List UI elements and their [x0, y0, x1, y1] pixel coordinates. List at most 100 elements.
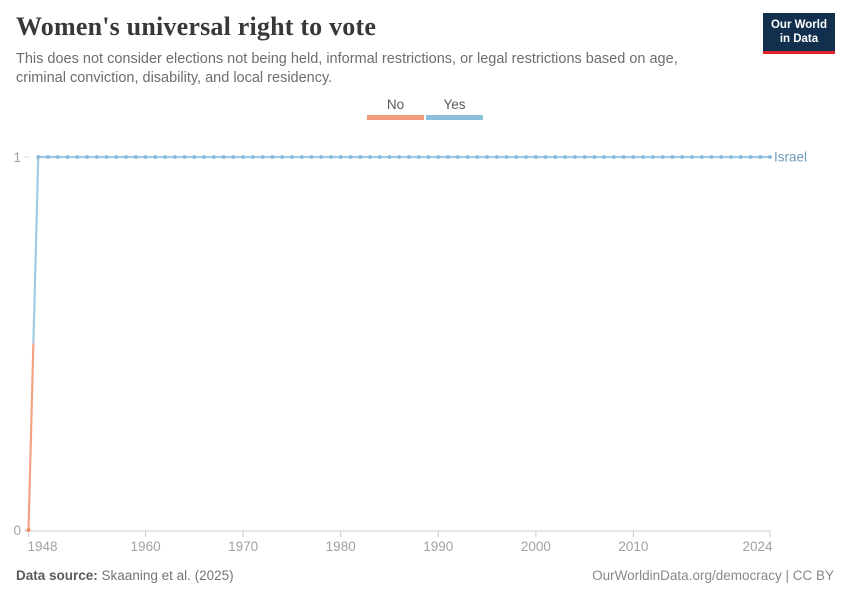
data-marker-yes[interactable] [75, 155, 80, 159]
data-marker-yes[interactable] [202, 155, 207, 159]
data-marker-yes[interactable] [699, 155, 704, 159]
data-marker-yes[interactable] [231, 155, 236, 159]
data-marker-yes[interactable] [319, 155, 324, 159]
data-marker-yes[interactable] [524, 155, 528, 159]
data-marker-yes[interactable] [407, 155, 411, 159]
x-axis-label: 1980 [326, 539, 356, 554]
data-marker-yes[interactable] [124, 155, 128, 159]
data-marker-yes[interactable] [455, 155, 460, 159]
data-marker-yes[interactable] [738, 155, 743, 159]
data-marker-yes[interactable] [172, 155, 177, 159]
data-marker-yes[interactable] [270, 155, 275, 159]
data-marker-yes[interactable] [719, 155, 724, 159]
data-marker-yes[interactable] [348, 155, 353, 159]
data-marker-yes[interactable] [338, 155, 343, 159]
data-marker-yes[interactable] [153, 155, 158, 159]
data-marker-yes[interactable] [309, 155, 314, 159]
data-marker-yes[interactable] [368, 155, 372, 159]
data-marker-yes[interactable] [280, 155, 285, 159]
data-marker-yes[interactable] [504, 155, 509, 159]
data-marker-yes[interactable] [211, 155, 216, 159]
page-title: Women's universal right to vote [16, 12, 377, 41]
attribution-link[interactable]: OurWorldinData.org/democracy | CC BY [592, 568, 834, 583]
x-axis-label: 2010 [618, 539, 648, 554]
series-segment-yes-rise[interactable] [32, 156, 40, 344]
data-marker-yes[interactable] [651, 155, 655, 159]
x-axis-label: 2024 [742, 539, 773, 554]
data-marker-no[interactable] [26, 528, 31, 532]
data-marker-yes[interactable] [690, 155, 694, 159]
data-marker-yes[interactable] [572, 155, 577, 159]
legend-item-yes[interactable]: Yes [426, 97, 483, 120]
data-marker-yes[interactable] [416, 155, 421, 159]
data-marker-yes[interactable] [485, 155, 489, 159]
data-marker-yes[interactable] [729, 155, 733, 159]
legend-label-no: No [386, 97, 405, 112]
data-marker-yes[interactable] [660, 155, 665, 159]
data-marker-yes[interactable] [133, 155, 138, 159]
data-marker-yes[interactable] [85, 155, 89, 159]
data-marker-yes[interactable] [582, 155, 587, 159]
data-marker-yes[interactable] [94, 155, 99, 159]
series-segment-no[interactable] [27, 343, 35, 531]
data-marker-yes[interactable] [299, 155, 304, 159]
data-marker-yes[interactable] [494, 155, 499, 159]
data-marker-yes[interactable] [329, 155, 333, 159]
x-axis-label: 1990 [423, 539, 453, 554]
data-marker-yes[interactable] [446, 155, 450, 159]
data-source: Data source: Skaaning et al. (2025) [16, 568, 234, 583]
data-marker-yes[interactable] [397, 155, 402, 159]
owid-logo-line2: in Data [779, 33, 819, 46]
data-marker-yes[interactable] [602, 155, 607, 159]
data-marker-yes[interactable] [748, 155, 753, 159]
data-marker-yes[interactable] [641, 155, 646, 159]
data-marker-yes[interactable] [377, 155, 382, 159]
data-marker-yes[interactable] [680, 155, 685, 159]
data-marker-yes[interactable] [192, 155, 197, 159]
data-marker-yes[interactable] [465, 155, 470, 159]
data-marker-yes[interactable] [104, 155, 109, 159]
data-marker-yes[interactable] [182, 155, 187, 159]
data-marker-yes[interactable] [46, 155, 50, 159]
y-axis-label: 0 [13, 523, 21, 538]
data-marker-yes[interactable] [387, 155, 392, 159]
data-marker-yes[interactable] [221, 155, 226, 159]
chart-footer: Data source: Skaaning et al. (2025) OurW… [16, 568, 834, 583]
data-marker-yes[interactable] [290, 155, 294, 159]
data-marker-yes[interactable] [143, 155, 148, 159]
data-marker-yes[interactable] [260, 155, 265, 159]
data-marker-yes[interactable] [543, 155, 548, 159]
data-marker-yes[interactable] [241, 155, 246, 159]
data-marker-yes[interactable] [709, 155, 714, 159]
data-marker-yes[interactable] [553, 155, 558, 159]
chart-subtitle: This does not consider elections not bei… [16, 51, 678, 87]
chart-legend: No Yes [0, 97, 850, 120]
data-marker-yes[interactable] [514, 155, 519, 159]
data-marker-yes[interactable] [65, 155, 70, 159]
data-marker-yes[interactable] [670, 155, 675, 159]
y-axis-label: 1 [13, 150, 21, 165]
legend-label-yes: Yes [443, 97, 466, 112]
data-marker-yes[interactable] [631, 155, 636, 159]
data-marker-yes[interactable] [611, 155, 616, 159]
data-marker-yes[interactable] [426, 155, 431, 159]
data-marker-yes[interactable] [621, 155, 626, 159]
data-marker-yes[interactable] [55, 155, 60, 159]
data-marker-yes[interactable] [563, 155, 568, 159]
data-marker-yes[interactable] [758, 155, 763, 159]
data-marker-yes[interactable] [114, 155, 119, 159]
data-marker-yes[interactable] [533, 155, 538, 159]
entity-label[interactable]: Israel [774, 150, 807, 165]
data-marker-yes[interactable] [36, 155, 41, 159]
data-marker-yes[interactable] [592, 155, 597, 159]
data-marker-yes[interactable] [163, 155, 167, 159]
data-marker-yes[interactable] [475, 155, 480, 159]
x-axis-label: 1960 [131, 539, 161, 554]
legend-item-no[interactable]: No [367, 97, 424, 120]
data-marker-yes[interactable] [358, 155, 363, 159]
data-marker-yes[interactable] [436, 155, 441, 159]
data-marker-yes[interactable] [768, 155, 772, 159]
data-marker-yes[interactable] [251, 155, 255, 159]
